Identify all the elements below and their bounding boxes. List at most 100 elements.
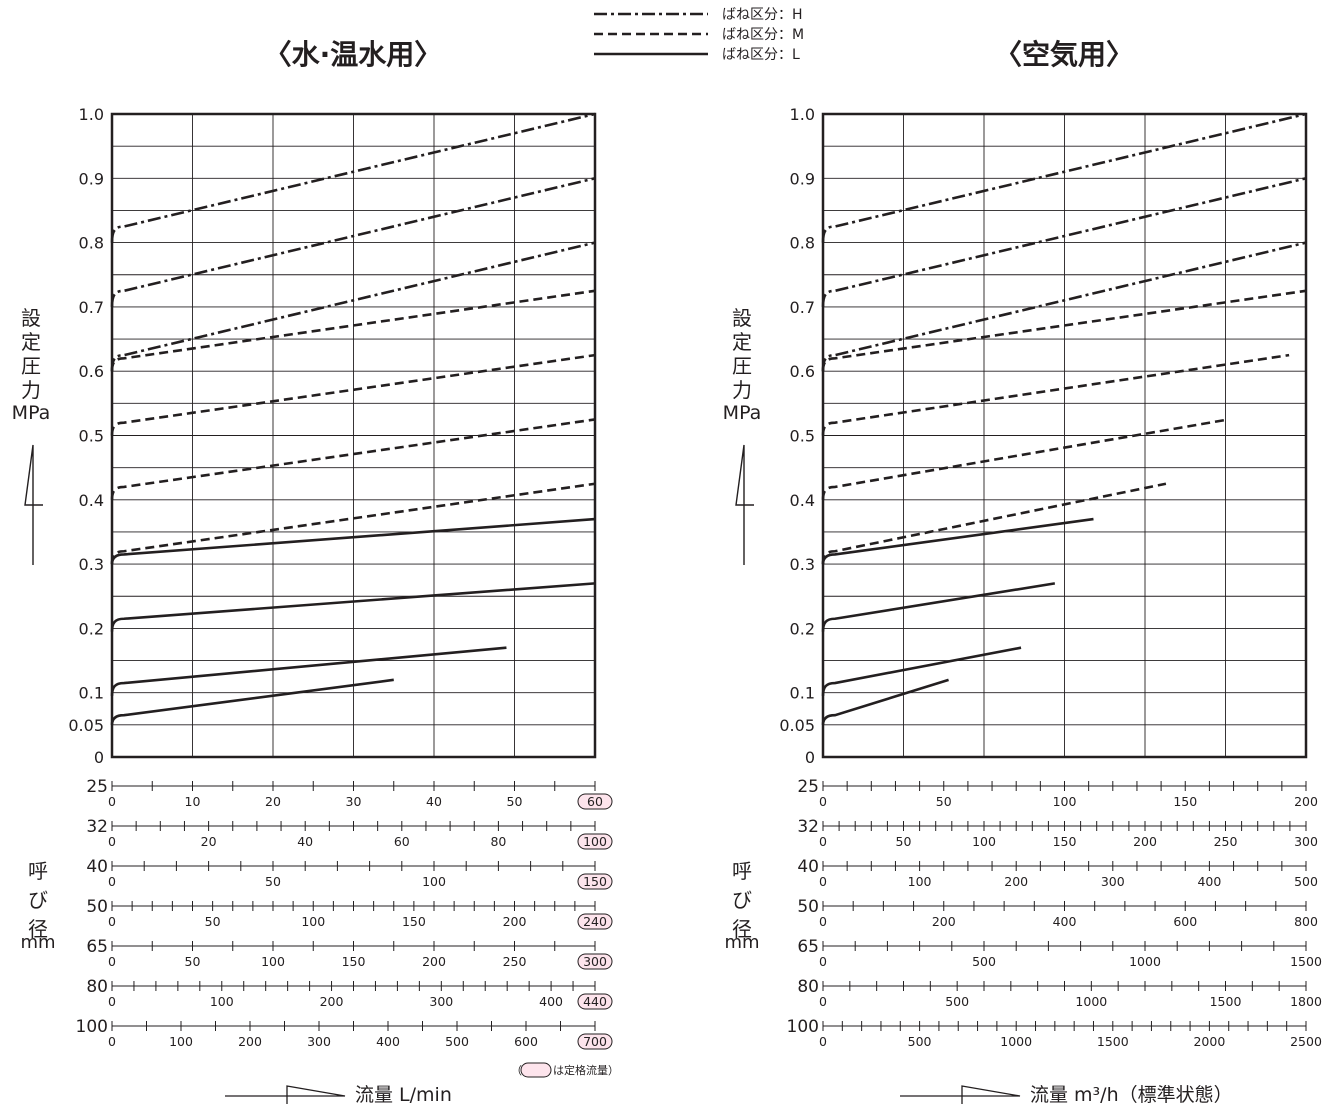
y-tick-label: 0.9 bbox=[790, 169, 815, 188]
size-axis-name: 25 bbox=[797, 777, 819, 797]
y-tick-label: 0.2 bbox=[790, 619, 815, 638]
rated-flow-marker bbox=[577, 913, 613, 930]
series-line-dashdot bbox=[821, 112, 1307, 243]
y-axis-unit: MPa bbox=[723, 402, 762, 424]
y-tick-label: 0.7 bbox=[79, 298, 104, 317]
y-tick-label: 0.9 bbox=[79, 169, 104, 188]
size-axis-tick-label: 0 bbox=[819, 874, 827, 889]
y-tick-label: 0.8 bbox=[79, 234, 104, 253]
size-axis-name: 50 bbox=[86, 897, 108, 917]
size-axis-name: 65 bbox=[797, 937, 819, 957]
size-axis-tick-label: 50 bbox=[507, 794, 523, 809]
rated-flow-note: （ は定格流量） bbox=[511, 1062, 619, 1078]
series-line-solid bbox=[110, 678, 394, 725]
grid bbox=[112, 114, 595, 757]
size-axis-tick-label: 200 bbox=[1004, 874, 1028, 889]
size-axis-tick-label: 10 bbox=[185, 794, 201, 809]
rated-flow-marker bbox=[577, 1033, 613, 1050]
size-label-char: 径 bbox=[732, 917, 752, 941]
size-axis-tick-label: 300 bbox=[1294, 834, 1318, 849]
y-axis-label-char: 定 bbox=[21, 330, 41, 354]
size-axis-tick-label: 150 bbox=[402, 914, 426, 929]
y-axis-label-char: 設 bbox=[21, 306, 41, 330]
flow-arrow bbox=[900, 1085, 1021, 1104]
size-axis-tick-label: 0 bbox=[108, 794, 116, 809]
size-axis-tick-label: 40 bbox=[297, 834, 313, 849]
size-axis-tick-label: 0 bbox=[108, 994, 116, 1009]
chart-air: 〈空気用〉 1.0 0.9 0.8 0.7 0.6 0.5 0.4 0.3 0.2 0.1 0.05 0… bbox=[723, 38, 1322, 1106]
size-axis-name: 25 bbox=[86, 777, 108, 797]
y-axis-unit: MPa bbox=[12, 402, 51, 424]
size-axis-tick-label: 200 bbox=[932, 914, 956, 929]
size-axis-tick-label: 60 bbox=[394, 834, 410, 849]
size-label-char: 呼 bbox=[732, 859, 752, 883]
size-axis-tick-label: 50 bbox=[936, 794, 952, 809]
size-axis-tick-label: 2000 bbox=[1193, 1034, 1225, 1049]
size-axis-tick-label: 300 bbox=[1101, 874, 1125, 889]
series-line-dashdot bbox=[110, 112, 596, 243]
size-label-unit: mm bbox=[724, 932, 759, 953]
y-tick-label: 0.8 bbox=[790, 234, 815, 253]
size-axis-tick-label: 0 bbox=[108, 954, 116, 969]
y-tick-label: 0.7 bbox=[790, 298, 815, 317]
size-axis-tick-label: 50 bbox=[896, 834, 912, 849]
size-axis-tick-label: 1500 bbox=[1210, 994, 1242, 1009]
size-axis-name: 65 bbox=[86, 937, 108, 957]
note-marker bbox=[520, 1062, 552, 1078]
size-axis-tick-label: 30 bbox=[346, 794, 362, 809]
size-axis-tick-label: 200 bbox=[422, 954, 446, 969]
size-axis-tick-label: 20 bbox=[265, 794, 281, 809]
size-axis-tick-label: 0 bbox=[819, 994, 827, 1009]
size-axis-tick-label: 1000 bbox=[1075, 994, 1107, 1009]
y-tick-label: 0.1 bbox=[79, 684, 104, 703]
legend: ばね区分：H ばね区分：M ばね区分：L bbox=[594, 7, 804, 63]
size-axis-tick-label: 0 bbox=[819, 834, 827, 849]
y-tick-label: 0.4 bbox=[790, 491, 815, 510]
series-line-dash bbox=[821, 418, 1229, 500]
series-group bbox=[110, 112, 596, 725]
series-line-solid bbox=[110, 582, 596, 632]
series-line-solid bbox=[821, 517, 1094, 565]
size-axis-tick-label: 400 bbox=[1053, 914, 1077, 929]
legend-label-solid: ばね区分：L bbox=[722, 47, 800, 63]
size-axis-name: 100 bbox=[787, 1017, 819, 1037]
size-axis-tick-label: 0 bbox=[819, 1034, 827, 1049]
series-line-dash bbox=[821, 289, 1307, 372]
size-axis-name: 40 bbox=[797, 857, 819, 877]
series-line-solid bbox=[110, 517, 596, 565]
size-axis-tick-label: 700 bbox=[583, 1034, 607, 1049]
size-axis-tick-label: 100 bbox=[583, 834, 607, 849]
y-axis-label-char: 力 bbox=[732, 378, 752, 402]
size-axis-tick-label: 100 bbox=[908, 874, 932, 889]
y-tick-label: 0.3 bbox=[790, 555, 815, 574]
size-axis-tick-label: 0 bbox=[108, 914, 116, 929]
size-axis-tick-label: 100 bbox=[210, 994, 234, 1009]
y-tick-label: 0.5 bbox=[79, 427, 104, 446]
chart-water: 〈水·温水用〉 1.0 0.9 0.8 0.7 0.6 0.5 0.4 0.3 0.2 0.1 0.0… bbox=[12, 38, 613, 1106]
size-axis-tick-label: 100 bbox=[261, 954, 285, 969]
y-tick-label: 0.05 bbox=[68, 716, 104, 735]
size-axis-tick-label: 40 bbox=[426, 794, 442, 809]
size-axis-tick-label: 300 bbox=[307, 1034, 331, 1049]
flow-arrow bbox=[225, 1085, 346, 1104]
note-text: は定格流量） bbox=[553, 1063, 619, 1077]
size-axis-tick-label: 100 bbox=[169, 1034, 193, 1049]
size-axis-tick-label: 200 bbox=[503, 914, 527, 929]
size-axis-tick-label: 0 bbox=[819, 954, 827, 969]
chart-title: 〈水·温水用〉 bbox=[264, 38, 443, 71]
y-axis-label-char: 定 bbox=[732, 330, 752, 354]
size-label-char: び bbox=[28, 888, 48, 912]
y-tick-label: 0.6 bbox=[790, 362, 815, 381]
size-label-unit: mm bbox=[20, 932, 55, 953]
size-axis-tick-label: 100 bbox=[422, 874, 446, 889]
size-axis-tick-label: 50 bbox=[205, 914, 221, 929]
size-axis-tick-label: 500 bbox=[972, 954, 996, 969]
y-axis-arrow bbox=[24, 444, 43, 565]
size-axis-name: 40 bbox=[86, 857, 108, 877]
size-label-char: 径 bbox=[28, 917, 48, 941]
y-axis-label-char: 圧 bbox=[21, 354, 41, 378]
y-tick-label: 0 bbox=[805, 748, 815, 767]
size-axis-tick-label: 80 bbox=[490, 834, 506, 849]
